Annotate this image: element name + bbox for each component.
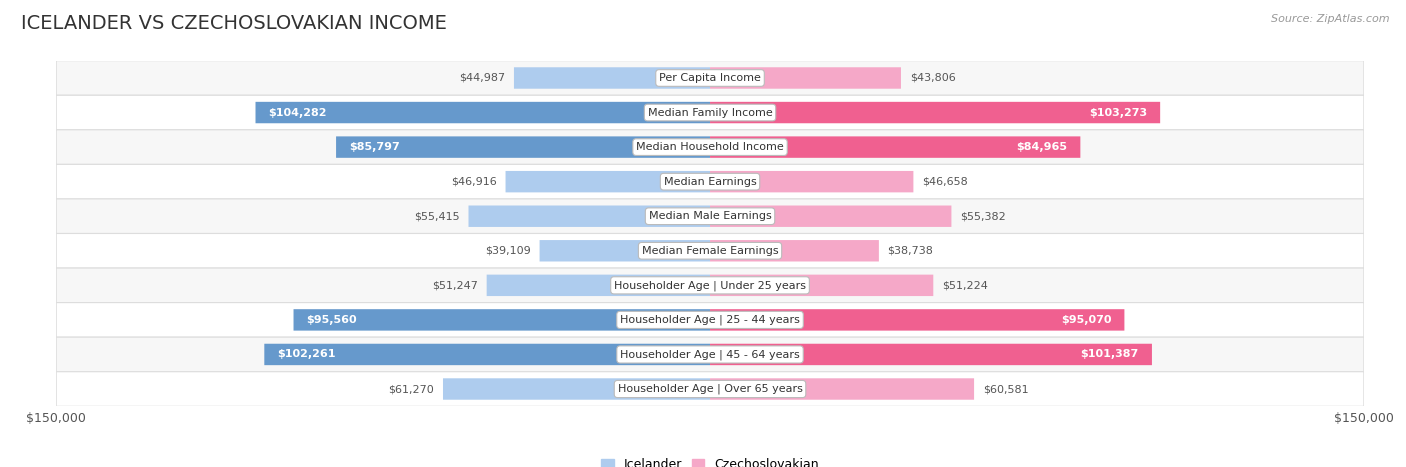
Text: $51,224: $51,224 xyxy=(942,280,988,290)
FancyBboxPatch shape xyxy=(486,275,710,296)
FancyBboxPatch shape xyxy=(710,136,1080,158)
Text: Median Family Income: Median Family Income xyxy=(648,107,772,118)
Text: Median Household Income: Median Household Income xyxy=(636,142,785,152)
FancyBboxPatch shape xyxy=(56,130,1364,164)
FancyBboxPatch shape xyxy=(56,61,1364,95)
Text: Source: ZipAtlas.com: Source: ZipAtlas.com xyxy=(1271,14,1389,24)
Text: $55,382: $55,382 xyxy=(960,211,1005,221)
FancyBboxPatch shape xyxy=(294,309,710,331)
FancyBboxPatch shape xyxy=(56,303,1364,337)
Text: $60,581: $60,581 xyxy=(983,384,1028,394)
FancyBboxPatch shape xyxy=(56,164,1364,199)
Text: Householder Age | Over 65 years: Householder Age | Over 65 years xyxy=(617,384,803,394)
FancyBboxPatch shape xyxy=(540,240,710,262)
FancyBboxPatch shape xyxy=(443,378,710,400)
FancyBboxPatch shape xyxy=(56,268,1364,303)
Text: $46,658: $46,658 xyxy=(922,177,967,187)
Text: Householder Age | 25 - 44 years: Householder Age | 25 - 44 years xyxy=(620,315,800,325)
FancyBboxPatch shape xyxy=(710,205,952,227)
FancyBboxPatch shape xyxy=(56,95,1364,130)
Text: $38,738: $38,738 xyxy=(887,246,934,256)
Text: $43,806: $43,806 xyxy=(910,73,956,83)
Text: $84,965: $84,965 xyxy=(1017,142,1067,152)
FancyBboxPatch shape xyxy=(710,102,1160,123)
FancyBboxPatch shape xyxy=(710,240,879,262)
Text: $44,987: $44,987 xyxy=(460,73,505,83)
FancyBboxPatch shape xyxy=(468,205,710,227)
Text: Per Capita Income: Per Capita Income xyxy=(659,73,761,83)
FancyBboxPatch shape xyxy=(336,136,710,158)
Text: $95,560: $95,560 xyxy=(307,315,357,325)
FancyBboxPatch shape xyxy=(515,67,710,89)
Text: Median Female Earnings: Median Female Earnings xyxy=(641,246,779,256)
FancyBboxPatch shape xyxy=(710,171,914,192)
Text: $103,273: $103,273 xyxy=(1090,107,1147,118)
Text: $102,261: $102,261 xyxy=(277,349,336,360)
Text: $95,070: $95,070 xyxy=(1060,315,1111,325)
FancyBboxPatch shape xyxy=(264,344,710,365)
FancyBboxPatch shape xyxy=(506,171,710,192)
Text: $61,270: $61,270 xyxy=(388,384,434,394)
Text: Householder Age | 45 - 64 years: Householder Age | 45 - 64 years xyxy=(620,349,800,360)
FancyBboxPatch shape xyxy=(710,378,974,400)
Text: $85,797: $85,797 xyxy=(349,142,399,152)
Text: $101,387: $101,387 xyxy=(1081,349,1139,360)
FancyBboxPatch shape xyxy=(56,234,1364,268)
Text: Median Male Earnings: Median Male Earnings xyxy=(648,211,772,221)
Text: Householder Age | Under 25 years: Householder Age | Under 25 years xyxy=(614,280,806,290)
FancyBboxPatch shape xyxy=(56,199,1364,234)
Text: $51,247: $51,247 xyxy=(432,280,478,290)
Text: $39,109: $39,109 xyxy=(485,246,531,256)
FancyBboxPatch shape xyxy=(56,337,1364,372)
FancyBboxPatch shape xyxy=(710,344,1152,365)
Text: Median Earnings: Median Earnings xyxy=(664,177,756,187)
FancyBboxPatch shape xyxy=(710,275,934,296)
FancyBboxPatch shape xyxy=(256,102,710,123)
Text: ICELANDER VS CZECHOSLOVAKIAN INCOME: ICELANDER VS CZECHOSLOVAKIAN INCOME xyxy=(21,14,447,33)
Legend: Icelander, Czechoslovakian: Icelander, Czechoslovakian xyxy=(596,453,824,467)
FancyBboxPatch shape xyxy=(710,309,1125,331)
Text: $104,282: $104,282 xyxy=(269,107,328,118)
FancyBboxPatch shape xyxy=(56,372,1364,406)
FancyBboxPatch shape xyxy=(710,67,901,89)
Text: $55,415: $55,415 xyxy=(415,211,460,221)
Text: $46,916: $46,916 xyxy=(451,177,496,187)
